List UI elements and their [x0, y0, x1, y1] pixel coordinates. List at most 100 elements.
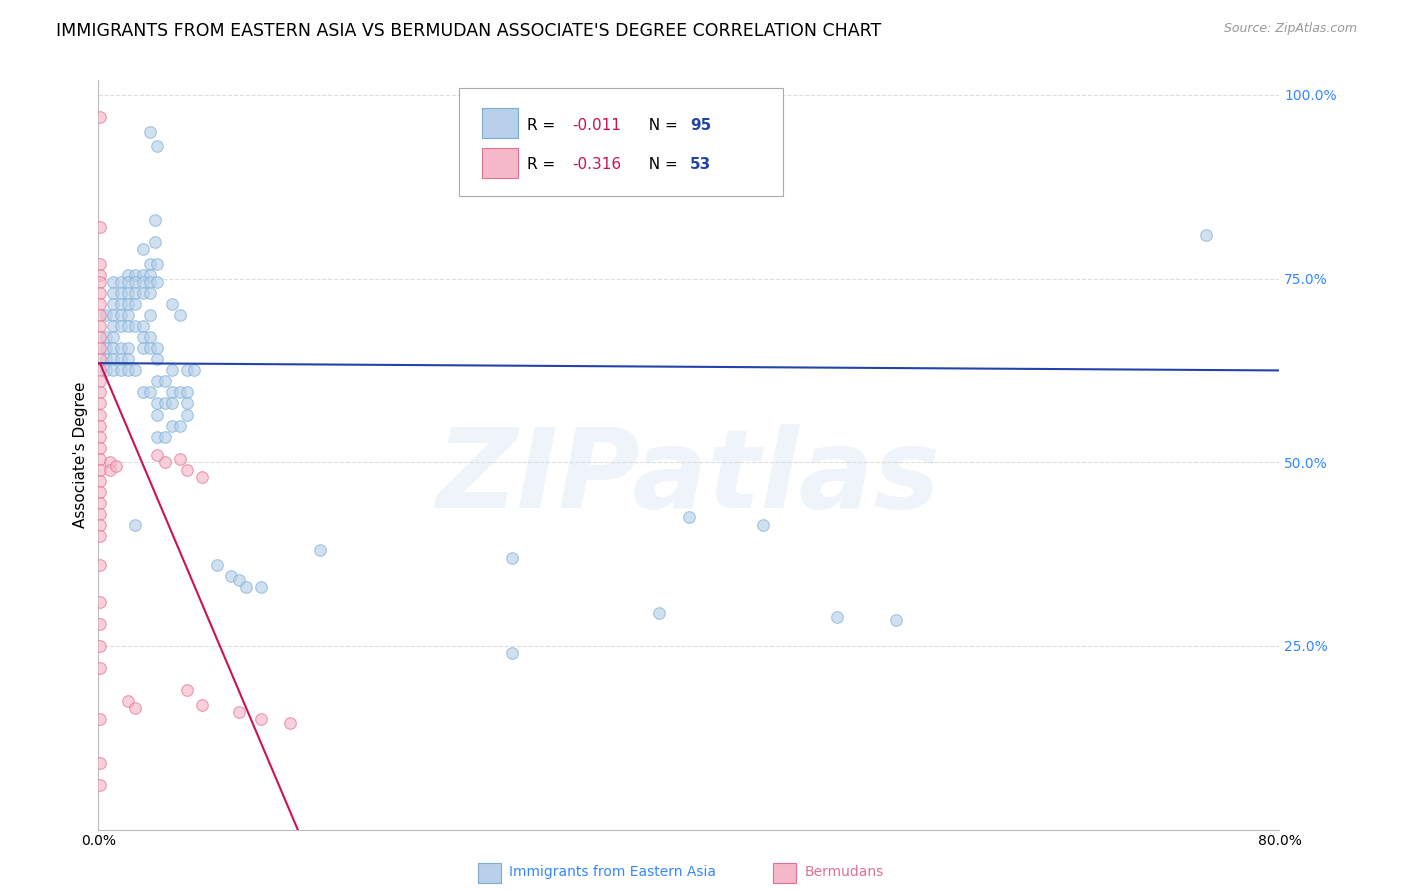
Point	[162, 297, 183, 311]
Point	[884, 613, 907, 627]
Point	[98, 455, 121, 469]
Point	[89, 496, 111, 510]
Text: -0.011: -0.011	[572, 118, 621, 133]
Point	[103, 297, 125, 311]
Point	[176, 385, 198, 400]
Point	[146, 375, 169, 389]
Point	[89, 484, 111, 499]
Point	[183, 363, 205, 377]
Point	[132, 385, 155, 400]
Point	[117, 694, 139, 708]
Point	[89, 639, 111, 653]
Point	[94, 342, 117, 356]
Bar	[773, 863, 796, 883]
Point	[89, 396, 111, 410]
Point	[94, 330, 117, 344]
Point	[162, 418, 183, 433]
Point	[169, 309, 191, 323]
Point	[89, 110, 111, 124]
Point	[153, 455, 176, 469]
Point	[176, 396, 198, 410]
Point	[169, 418, 191, 433]
Point	[124, 319, 146, 334]
Point	[89, 418, 111, 433]
Text: ZIPatlas: ZIPatlas	[437, 424, 941, 531]
Point	[117, 352, 139, 367]
Point	[89, 529, 111, 543]
Point	[103, 319, 125, 334]
Point	[132, 275, 155, 289]
Point	[132, 286, 155, 301]
Point	[89, 363, 111, 377]
Text: Source: ZipAtlas.com: Source: ZipAtlas.com	[1223, 22, 1357, 36]
Point	[89, 375, 111, 389]
Point	[103, 275, 125, 289]
Text: R =: R =	[527, 118, 560, 133]
Point	[110, 342, 132, 356]
Point	[110, 319, 132, 334]
Point	[89, 220, 111, 235]
Point	[89, 257, 111, 271]
Point	[191, 698, 214, 712]
Y-axis label: Associate's Degree: Associate's Degree	[73, 382, 89, 528]
Point	[89, 507, 111, 521]
Point	[103, 342, 125, 356]
Point	[110, 309, 132, 323]
Point	[146, 342, 169, 356]
Point	[89, 309, 111, 323]
Point	[89, 385, 111, 400]
Point	[105, 458, 128, 473]
Point	[139, 286, 162, 301]
Point	[89, 517, 111, 532]
Point	[139, 342, 162, 356]
Text: N =: N =	[640, 118, 683, 133]
Point	[103, 309, 125, 323]
Point	[146, 352, 169, 367]
Point	[139, 275, 162, 289]
Point	[89, 712, 111, 726]
Point	[89, 297, 111, 311]
Point	[205, 558, 228, 573]
Point	[169, 385, 191, 400]
Point	[162, 385, 183, 400]
Point	[89, 661, 111, 675]
Point	[94, 309, 117, 323]
Point	[176, 462, 198, 476]
Point	[110, 363, 132, 377]
Point	[146, 448, 169, 462]
Point	[221, 569, 243, 583]
Point	[89, 756, 111, 771]
Point	[103, 330, 125, 344]
Point	[132, 342, 155, 356]
Point	[169, 451, 191, 466]
Point	[752, 517, 775, 532]
Point	[139, 385, 162, 400]
Point	[110, 275, 132, 289]
Point	[228, 573, 250, 587]
Point	[146, 139, 169, 153]
Point	[146, 408, 169, 422]
Text: -0.316: -0.316	[572, 158, 621, 172]
Point	[89, 352, 111, 367]
Text: Bermudans: Bermudans	[804, 865, 883, 880]
Point	[146, 257, 169, 271]
Point	[117, 286, 139, 301]
Point	[143, 212, 166, 227]
Point	[309, 543, 332, 558]
Bar	[478, 863, 501, 883]
Point	[250, 580, 273, 594]
Point	[89, 268, 111, 282]
Text: IMMIGRANTS FROM EASTERN ASIA VS BERMUDAN ASSOCIATE'S DEGREE CORRELATION CHART: IMMIGRANTS FROM EASTERN ASIA VS BERMUDAN…	[56, 22, 882, 40]
Point	[139, 330, 162, 344]
Point	[124, 297, 146, 311]
Point	[89, 595, 111, 609]
Point	[89, 342, 111, 356]
Point	[94, 352, 117, 367]
Point	[89, 319, 111, 334]
Point	[153, 396, 176, 410]
Point	[117, 319, 139, 334]
Point	[124, 275, 146, 289]
Point	[117, 268, 139, 282]
Point	[132, 319, 155, 334]
Point	[124, 701, 146, 715]
